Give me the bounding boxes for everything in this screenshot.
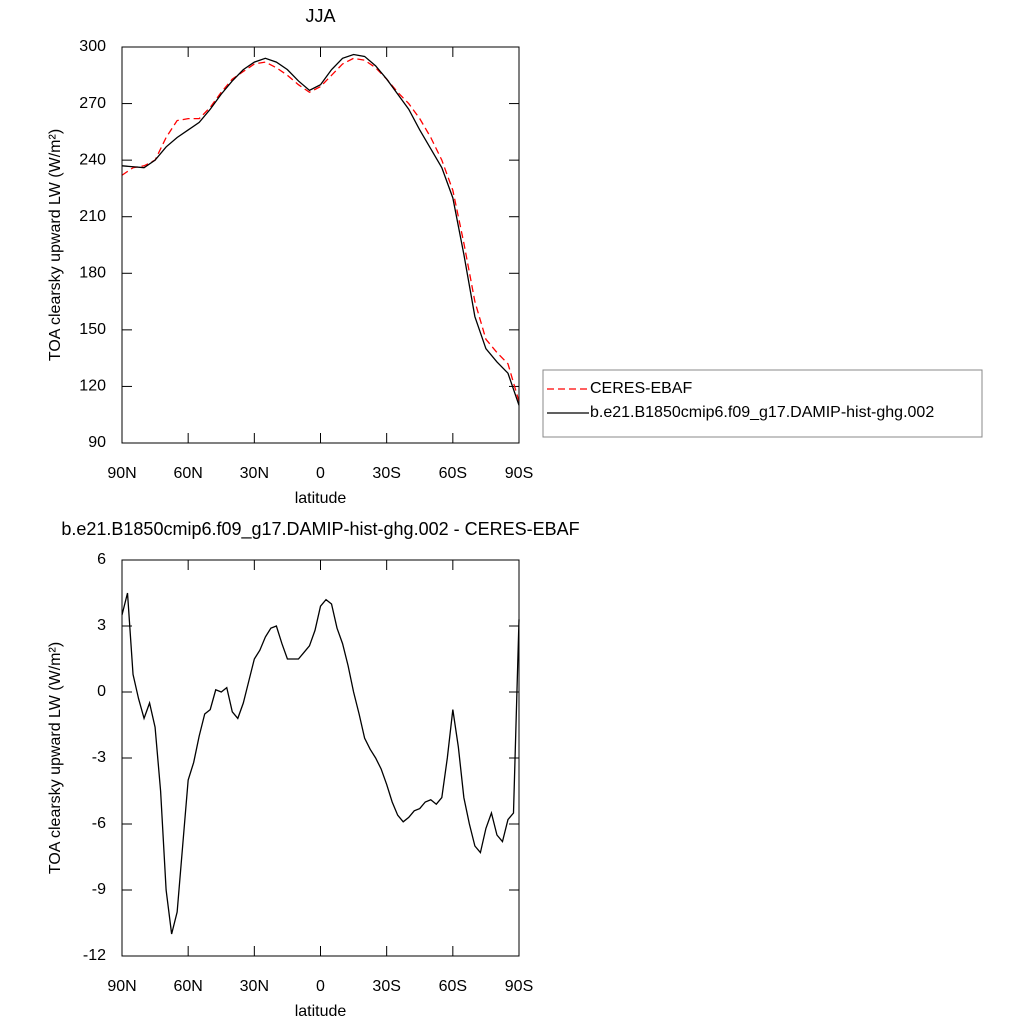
x-axis-label: latitude: [295, 1003, 347, 1020]
data-line: [121, 57, 520, 402]
x-tick-label: 60S: [439, 978, 467, 995]
y-tick-label: -6: [92, 815, 106, 832]
y-tick-label: -12: [83, 947, 106, 964]
x-tick-label: 60S: [439, 465, 467, 482]
data-line: [121, 53, 520, 406]
y-tick-label: 3: [97, 617, 106, 634]
y-tick-label: -3: [92, 749, 106, 766]
y-tick-label: 120: [79, 378, 106, 395]
x-tick-label: 0: [316, 978, 325, 995]
x-axis-label: latitude: [295, 490, 347, 507]
y-tick-label: -9: [92, 881, 106, 898]
y-axis-label: TOA clearsky upward LW (W/m²): [47, 642, 64, 874]
x-tick-label: 60N: [173, 978, 202, 995]
x-tick-label: 90N: [107, 465, 136, 482]
x-tick-label: 60N: [173, 465, 202, 482]
legend-label: CERES-EBAF: [590, 380, 692, 397]
y-tick-label: 90: [88, 434, 106, 451]
y-tick-label: 180: [79, 265, 106, 282]
x-tick-label: 30S: [372, 465, 400, 482]
plot-frame: [121, 559, 520, 957]
y-tick-label: 300: [79, 38, 106, 55]
data-line: [121, 592, 520, 935]
chart-title: JJA: [305, 6, 335, 26]
chart-title: b.e21.B1850cmip6.f09_g17.DAMIP-hist-ghg.…: [61, 519, 579, 540]
plot-frame: [121, 46, 520, 444]
x-tick-label: 30S: [372, 978, 400, 995]
x-tick-label: 30N: [240, 978, 269, 995]
x-tick-label: 90S: [505, 978, 533, 995]
x-tick-label: 90N: [107, 978, 136, 995]
y-tick-label: 150: [79, 321, 106, 338]
legend-box: [542, 369, 983, 438]
y-tick-label: 6: [97, 551, 106, 568]
y-tick-label: 210: [79, 208, 106, 225]
x-tick-label: 90S: [505, 465, 533, 482]
y-tick-label: 240: [79, 151, 106, 168]
y-axis-label: TOA clearsky upward LW (W/m²): [47, 129, 64, 361]
x-tick-label: 30N: [240, 465, 269, 482]
x-tick-label: 0: [316, 465, 325, 482]
legend-label: b.e21.B1850cmip6.f09_g17.DAMIP-hist-ghg.…: [590, 404, 934, 421]
y-tick-label: 270: [79, 95, 106, 112]
y-tick-label: 0: [97, 683, 106, 700]
